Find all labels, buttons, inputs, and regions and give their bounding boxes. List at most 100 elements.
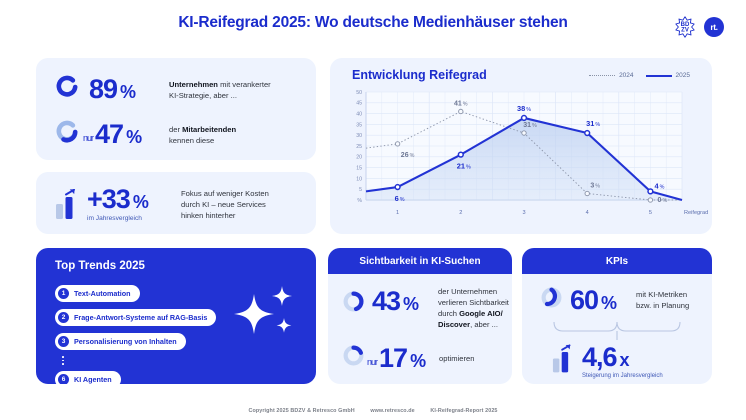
svg-text:26%: 26% [401, 152, 415, 159]
desc-47: der Mitarbeitenden kennen diese [169, 124, 301, 146]
svg-text:3: 3 [522, 210, 525, 216]
trends-ellipsis-icon [62, 356, 216, 365]
value-17-unit: % [410, 350, 426, 371]
value-46-unit: x [619, 350, 630, 370]
card-ki-strategie: 89% Unternehmen mit verankerter KI-Strat… [36, 58, 316, 160]
trends-list: 1 Text-Automation 2 Frage-Antwort-System… [55, 282, 217, 384]
svg-text:35: 35 [356, 122, 362, 128]
card-top-trends: Top Trends 2025 1 Text-Automation 2 Frag… [36, 248, 316, 384]
value-43-number: 43 [372, 286, 401, 316]
value-33-unit: % [132, 192, 149, 212]
svg-text:5: 5 [359, 187, 362, 193]
value-17-number: 17 [379, 342, 408, 373]
trend-item-2[interactable]: 2 Frage-Antwort-Systeme auf RAG-Basis [55, 309, 217, 326]
trends-title: Top Trends 2025 [55, 260, 145, 272]
value-47-unit: % [126, 127, 142, 147]
footer: Copyright 2025 BDZV & Retresco GmbH www.… [0, 408, 746, 414]
logo-group: BD ZV rt. [674, 16, 724, 38]
kpis-title: KPIs [605, 255, 629, 267]
trend-number: 6 [58, 373, 69, 384]
value-60-unit: % [601, 292, 617, 313]
svg-text:31%: 31% [523, 122, 537, 129]
desc-43-line1: der Unternehmen [438, 287, 498, 296]
value-47-prefix: nur [83, 133, 94, 143]
svg-text:3%: 3% [590, 183, 600, 190]
svg-text:21%: 21% [457, 162, 471, 171]
svg-text:40: 40 [356, 112, 362, 118]
svg-text:6%: 6% [395, 194, 405, 203]
desc-60: mit KI-Metriken bzw. in Planung [636, 289, 702, 311]
trend-label: Personalisierung von Inhalten [74, 337, 177, 346]
desc-33-line3: hinken hinterher [181, 211, 236, 220]
bar-growth-kpi-icon [552, 344, 576, 378]
donut-43-icon [342, 290, 365, 318]
svg-text:%: % [357, 198, 362, 204]
svg-text:5: 5 [649, 210, 652, 216]
stat-47-percent: nur47% der Mitarbeitenden kennen diese [55, 120, 301, 149]
desc-33: Fokus auf weniger Kosten durch KI – neue… [181, 188, 316, 221]
sparkle-icon [232, 282, 294, 349]
footer-website[interactable]: www.retresco.de [370, 408, 415, 414]
donut-89-icon [55, 75, 79, 104]
card-kosten: +33% im Jahresvergleich Fokus auf wenige… [36, 172, 316, 234]
trend-number: 2 [58, 312, 69, 323]
svg-text:4: 4 [586, 210, 589, 216]
svg-text:0%: 0% [658, 197, 668, 204]
desc-89-strong: Unternehmen [169, 79, 218, 89]
svg-text:50: 50 [356, 90, 362, 96]
value-17-prefix: nur [367, 356, 378, 367]
legend-item-2024: 2024 [589, 72, 634, 79]
desc-43-line3-pre: durch [438, 309, 460, 318]
value-46: 4,6 x [582, 344, 663, 371]
stat-plus-33: +33% im Jahresvergleich Fokus auf wenige… [55, 186, 316, 224]
svg-text:1: 1 [396, 210, 399, 216]
trend-item-6[interactable]: 6 KI Agenten [55, 370, 121, 384]
svg-text:15: 15 [356, 166, 362, 172]
desc-43-line2: verlieren Sichtbarkeit [438, 298, 509, 307]
value-60-number: 60 [570, 284, 599, 315]
svg-text:2: 2 [459, 210, 462, 216]
svg-text:Reifegrad: Reifegrad [684, 210, 708, 216]
desc-33-line1: Fokus auf weniger Kosten [181, 189, 269, 198]
stat-89-percent: 89% Unternehmen mit verankerter KI-Strat… [55, 75, 301, 104]
bdzv-logo-icon: BD ZV [674, 16, 696, 38]
svg-text:ZV: ZV [681, 28, 689, 34]
desc-47-pre: der [169, 124, 183, 134]
svg-text:45: 45 [356, 101, 362, 107]
trend-label: Frage-Antwort-Systeme auf RAG-Basis [74, 313, 208, 322]
desc-43-line4-strong: Discover [438, 320, 471, 329]
svg-text:25: 25 [356, 144, 362, 150]
trend-item-3[interactable]: 3 Personalisierung von Inhalten [55, 333, 186, 350]
trend-item-1[interactable]: 1 Text-Automation [55, 285, 140, 302]
value-47: nur47% [83, 121, 163, 148]
svg-text:10: 10 [356, 176, 362, 182]
footer-copyright: Copyright 2025 BDZV & Retresco GmbH [248, 408, 355, 414]
donut-60-icon [540, 286, 563, 314]
value-46-block: 4,6 x Steigerung im Jahresvergleich [582, 344, 663, 380]
value-43: 43% [372, 288, 434, 315]
svg-text:31%: 31% [586, 119, 600, 128]
card-kpis: KPIs 60% mit KI-Metriken bzw. in Planung [522, 248, 712, 384]
desc-89: Unternehmen mit verankerter KI-Strategie… [169, 79, 301, 101]
sichtbarkeit-header: Sichtbarkeit in KI-Suchen [328, 248, 512, 274]
trend-number: 3 [58, 336, 69, 347]
legend-label-2025: 2025 [675, 72, 690, 79]
value-89-number: 89 [89, 74, 118, 104]
svg-text:30: 30 [356, 133, 362, 139]
sichtbarkeit-title: Sichtbarkeit in KI-Suchen [359, 255, 481, 267]
legend-item-2025: 2025 [645, 72, 690, 79]
value-33: +33% [87, 186, 175, 213]
svg-text:20: 20 [356, 155, 362, 161]
desc-43-line4-rest: , aber ... [470, 320, 498, 329]
desc-17: optimieren [439, 353, 475, 363]
value-17: nur17% [367, 342, 435, 373]
value-33-block: +33% im Jahresvergleich [87, 186, 175, 223]
legend-label-2024: 2024 [619, 72, 634, 79]
legend-dash-icon [589, 75, 616, 76]
card-entwicklung-reifegrad: Entwicklung Reifegrad 2024 2025 % 5 10 15 20… [330, 58, 712, 234]
desc-47-strong: Mitarbeitenden [182, 124, 237, 134]
bar-growth-icon [55, 188, 81, 224]
stat-43-percent: 43% der Unternehmen verlieren Sichtbarke… [342, 286, 514, 330]
